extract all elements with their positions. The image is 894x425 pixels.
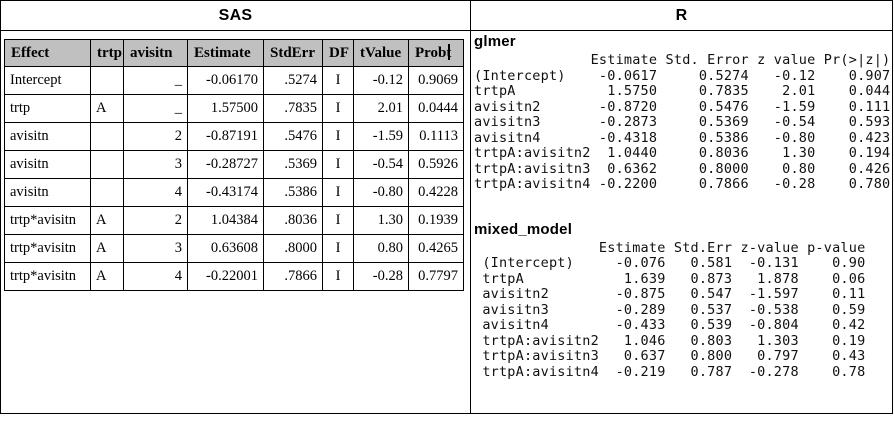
sas-cell: 0.4265 bbox=[408, 234, 464, 263]
glmer-output: Estimate Std. Error z value Pr(>|z|) (In… bbox=[474, 52, 891, 192]
r-panel-title: R bbox=[471, 1, 892, 31]
sas-cell: 0.80 bbox=[353, 234, 409, 263]
sas-cell: -0.43174 bbox=[187, 178, 264, 207]
sas-cell: 4 bbox=[123, 178, 188, 207]
sas-column-header: Estimate bbox=[187, 39, 264, 67]
sas-cell: -0.22001 bbox=[187, 262, 264, 291]
sas-table-row: trtp*avisitn A 3 0.63608.8000 I 0.80 0.4265 bbox=[4, 234, 464, 263]
sas-cell: trtp*avisitn bbox=[4, 262, 91, 291]
sas-cell: 1.57500 bbox=[187, 94, 264, 123]
sas-cell: 2.01 bbox=[353, 94, 409, 123]
sas-cell: I bbox=[322, 262, 354, 291]
sas-cell: .5369 bbox=[263, 150, 323, 179]
sas-table-row: trtp*avisitn A 4 -0.22001.7866 I -0.28 0.7797 bbox=[4, 262, 464, 291]
sas-cell: .8000 bbox=[263, 234, 323, 263]
sas-cell bbox=[90, 66, 124, 95]
sas-cell: 0.1113 bbox=[408, 122, 464, 151]
sas-panel: Effect trtp avisitn Estimate StdErr DF tValue P… bbox=[1, 31, 471, 413]
sas-cell: 0.5926 bbox=[408, 150, 464, 179]
text-cursor-artifact bbox=[448, 44, 450, 60]
sas-cell: Intercept bbox=[4, 66, 91, 95]
sas-table-row: trtp*avisitn A 2 1.04384.8036 I 1.30 0.1939 bbox=[4, 206, 464, 235]
sas-cell: 2 bbox=[123, 206, 188, 235]
sas-cell: 0.9069 bbox=[408, 66, 464, 95]
sas-table-row: avisitn 2 -0.87191.5476 I -1.59 0.1113 bbox=[4, 122, 464, 151]
sas-cell: A bbox=[90, 262, 124, 291]
sas-table-row: Intercept _ -0.06170.5274 I -0.12 0.9069 bbox=[4, 66, 464, 95]
sas-cell: 0.0444 bbox=[408, 94, 464, 123]
sas-table-row: avisitn 4 -0.43174.5386 I -0.80 0.4228 bbox=[4, 178, 464, 207]
sas-cell: 0.4228 bbox=[408, 178, 464, 207]
sas-cell: I bbox=[322, 178, 354, 207]
sas-table-row: trtp A _ 1.57500.7835 I 2.01 0.0444 bbox=[4, 94, 464, 123]
sas-column-header: StdErr bbox=[263, 39, 323, 67]
sas-cell: A bbox=[90, 234, 124, 263]
sas-cell: avisitn bbox=[4, 150, 91, 179]
sas-cell: trtp bbox=[4, 94, 91, 123]
comparison-frame: SAS R Effect trtp avisitn Estimate StdErr DF t… bbox=[0, 0, 893, 414]
sas-cell: avisitn bbox=[4, 122, 91, 151]
sas-panel-title: SAS bbox=[1, 1, 471, 31]
sas-cell: -0.80 bbox=[353, 178, 409, 207]
sas-cell: -0.28727 bbox=[187, 150, 264, 179]
sas-cell: _ bbox=[123, 94, 188, 123]
sas-cell: I bbox=[322, 94, 354, 123]
sas-cell: 1.30 bbox=[353, 206, 409, 235]
sas-cell: -0.12 bbox=[353, 66, 409, 95]
sas-cell: .7835 bbox=[263, 94, 323, 123]
sas-cell: 0.7797 bbox=[408, 262, 464, 291]
sas-cell bbox=[90, 122, 124, 151]
sas-table-header-row: Effect trtp avisitn Estimate StdErr DF tValue P… bbox=[4, 39, 464, 67]
sas-cell: .7866 bbox=[263, 262, 323, 291]
sas-cell bbox=[90, 178, 124, 207]
sas-cell: -0.28 bbox=[353, 262, 409, 291]
sas-cell: -0.87191 bbox=[187, 122, 264, 151]
sas-cell: I bbox=[322, 122, 354, 151]
sas-cell: 3 bbox=[123, 150, 188, 179]
sas-cell: avisitn bbox=[4, 178, 91, 207]
sas-cell: I bbox=[322, 66, 354, 95]
sas-cell: -0.54 bbox=[353, 150, 409, 179]
sas-cell: I bbox=[322, 206, 354, 235]
sas-cell: I bbox=[322, 150, 354, 179]
sas-table-row: avisitn 3 -0.28727.5369 I -0.54 0.5926 bbox=[4, 150, 464, 179]
sas-cell: -1.59 bbox=[353, 122, 409, 151]
sas-cell: trtp*avisitn bbox=[4, 206, 91, 235]
sas-cell: 3 bbox=[123, 234, 188, 263]
sas-cell: A bbox=[90, 206, 124, 235]
sas-cell bbox=[90, 150, 124, 179]
sas-column-header: Effect bbox=[4, 39, 91, 67]
sas-cell: 0.1939 bbox=[408, 206, 464, 235]
sas-column-header: tValue bbox=[353, 39, 409, 67]
sas-cell: 2 bbox=[123, 122, 188, 151]
panel-title-label: SAS bbox=[218, 6, 253, 24]
sas-column-header: trtp bbox=[90, 39, 124, 67]
sas-cell: -0.06170 bbox=[187, 66, 264, 95]
mixed-model-heading: mixed_model bbox=[474, 220, 573, 238]
sas-cell: .5476 bbox=[263, 122, 323, 151]
sas-estimates-table: Effect trtp avisitn Estimate StdErr DF tValue P… bbox=[4, 39, 464, 291]
sas-cell: trtp*avisitn bbox=[4, 234, 91, 263]
sas-cell: .5386 bbox=[263, 178, 323, 207]
sas-column-header: Probt bbox=[408, 39, 464, 67]
sas-cell: .5274 bbox=[263, 66, 323, 95]
sas-cell: 4 bbox=[123, 262, 188, 291]
sas-cell: I bbox=[322, 234, 354, 263]
panel-title-label: R bbox=[675, 6, 688, 24]
sas-cell: 1.04384 bbox=[187, 206, 264, 235]
sas-cell: _ bbox=[123, 66, 188, 95]
sas-cell: .8036 bbox=[263, 206, 323, 235]
sas-column-header: DF bbox=[322, 39, 354, 67]
sas-cell: A bbox=[90, 94, 124, 123]
sas-cell: 0.63608 bbox=[187, 234, 264, 263]
mixed-model-output: Estimate Std.Err z-value p-value (Interc… bbox=[482, 239, 866, 380]
r-panel: glmer Estimate Std. Error z value Pr(>|z… bbox=[471, 31, 892, 413]
sas-column-header: avisitn bbox=[123, 39, 188, 67]
glmer-heading: glmer bbox=[474, 33, 516, 50]
